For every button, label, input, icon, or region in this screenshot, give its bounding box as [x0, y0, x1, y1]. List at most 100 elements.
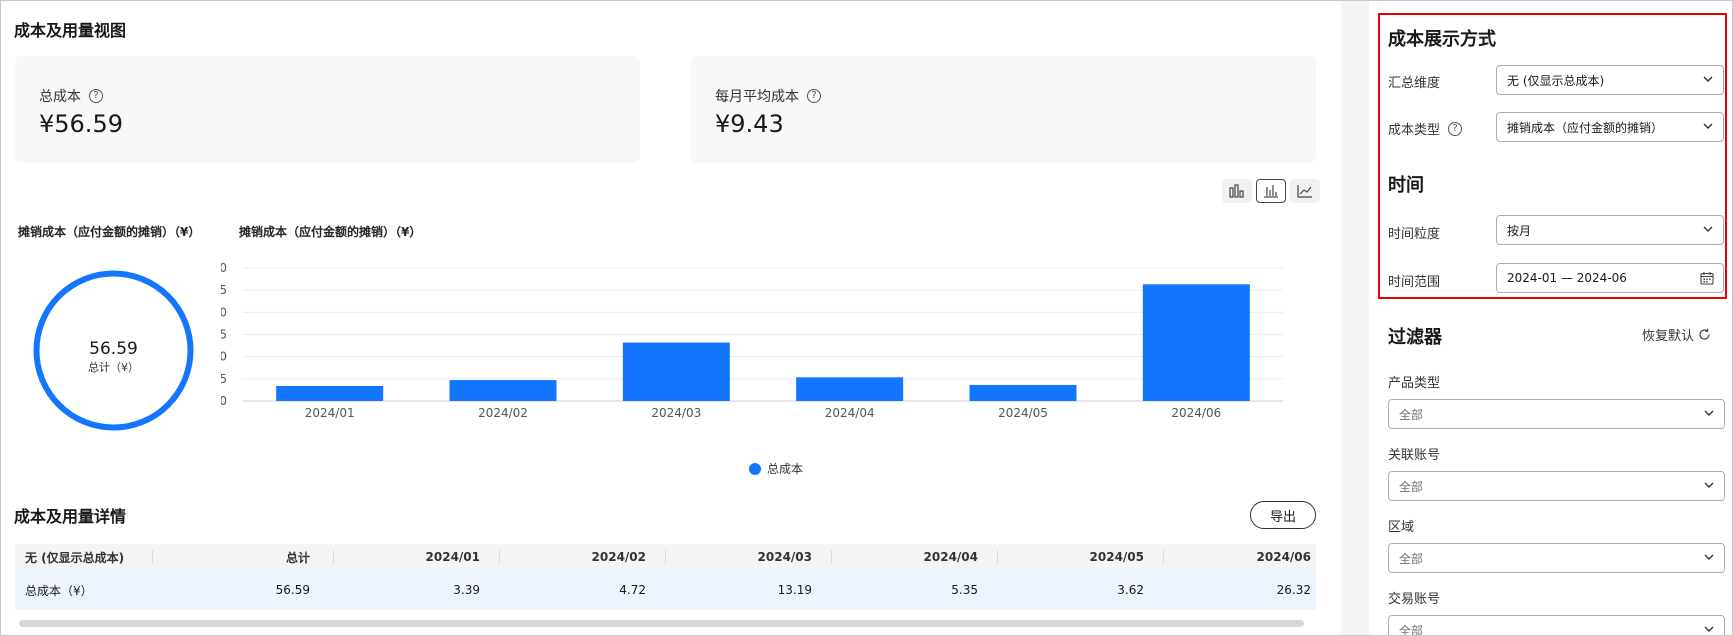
bar — [622, 342, 730, 401]
y-tick-label: 0 — [221, 394, 227, 408]
time-title: 时间 — [1388, 175, 1424, 196]
x-tick-label: 2024/04 — [825, 406, 875, 420]
filter-title: 过滤器 — [1388, 327, 1442, 348]
y-tick-label: 5 — [221, 372, 227, 386]
help-icon[interactable]: ? — [1448, 121, 1463, 136]
overview-title: 成本及用量视图 — [14, 21, 127, 40]
header-dimension: 无 (仅显示总成本) — [25, 550, 125, 565]
monthly-avg-card: 每月平均成本? ¥9.43 — [691, 56, 1316, 163]
cell-total: 56.59 — [275, 583, 310, 597]
cell-value: 4.72 — [619, 583, 646, 597]
total-cost-card: 总成本? ¥56.59 — [15, 56, 640, 163]
cost-type-label-row: 成本类型 ? — [1388, 119, 1463, 138]
table-row: 总成本（¥） 56.59 3.39 4.72 13.19 5.35 3.62 2… — [15, 570, 1316, 610]
header-total: 总计 — [285, 550, 310, 565]
filter-trade-account-select[interactable]: 全部 — [1388, 615, 1725, 636]
refresh-icon — [1699, 328, 1710, 340]
x-tick-label: 2024/02 — [478, 406, 528, 420]
cost-type-select[interactable]: 摊销成本（应付金额的摊销） — [1496, 112, 1724, 142]
y-tick-label: 20 — [221, 305, 227, 319]
chart-view-switch — [1222, 179, 1320, 203]
display-mode-title: 成本展示方式 — [1388, 29, 1496, 50]
reset-default-button[interactable]: 恢复默认 — [1642, 325, 1711, 344]
summary-dimension-label: 汇总维度 — [1388, 76, 1441, 91]
summary-dimension-select[interactable]: 无 (仅显示总成本) — [1496, 65, 1724, 95]
cost-type-label: 成本类型 — [1388, 123, 1441, 138]
chevron-down-icon — [1704, 626, 1714, 632]
filter-product-type-value: 全部 — [1399, 407, 1424, 422]
settings-sidebar — [1369, 1, 1732, 635]
help-icon[interactable]: ? — [89, 89, 103, 103]
header-month: 2024/05 — [1089, 550, 1144, 564]
filter-product-type-select[interactable]: 全部 — [1388, 399, 1725, 429]
chart-legend: 总成本 — [749, 460, 803, 477]
total-cost-value: ¥56.59 — [39, 110, 123, 138]
donut-ring — [33, 270, 194, 431]
chevron-down-icon — [1704, 482, 1714, 488]
chevron-down-icon — [1703, 123, 1713, 129]
details-table: 无 (仅显示总成本) 总计 2024/01 2024/02 2024/03 20… — [15, 544, 1316, 610]
details-title: 成本及用量详情 — [14, 507, 127, 526]
granularity-label: 时间粒度 — [1388, 227, 1441, 242]
x-tick-label: 2024/06 — [1171, 406, 1221, 420]
highlight-box — [1378, 13, 1727, 299]
donut-chart: 56.59 总计（¥） — [33, 270, 194, 431]
bar — [969, 384, 1077, 401]
total-cost-label: 总成本 — [39, 89, 81, 105]
y-tick-label: 10 — [221, 350, 227, 364]
cell-value: 26.32 — [1276, 583, 1311, 597]
main-panel: 成本及用量视图 总成本? ¥56.59 每月平均成本? ¥9.43 摊销成本（应… — [1, 1, 1341, 635]
filter-linked-account-select[interactable]: 全部 — [1388, 471, 1725, 501]
filter-trade-account-label: 交易账号 — [1388, 592, 1441, 607]
chevron-down-icon — [1703, 226, 1713, 232]
summary-dimension-value: 无 (仅显示总成本) — [1507, 73, 1605, 88]
filter-trade-account-value: 全部 — [1399, 623, 1424, 636]
filter-region-label: 区域 — [1388, 520, 1415, 535]
line-icon[interactable] — [1290, 179, 1320, 203]
filter-linked-account-value: 全部 — [1399, 479, 1424, 494]
filter-region-value: 全部 — [1399, 551, 1424, 566]
bar — [276, 385, 384, 401]
cell-value: 13.19 — [777, 583, 812, 597]
header-month: 2024/06 — [1256, 550, 1311, 564]
bar — [1142, 284, 1250, 401]
reset-default-label: 恢复默认 — [1642, 329, 1695, 344]
cell-value: 5.35 — [951, 583, 978, 597]
export-button[interactable]: 导出 — [1250, 501, 1316, 529]
y-tick-label: 15 — [221, 328, 227, 342]
header-month: 2024/04 — [923, 550, 978, 564]
y-tick-label: 30 — [221, 261, 227, 275]
cell-value: 3.62 — [1117, 583, 1144, 597]
header-month: 2024/01 — [425, 550, 480, 564]
calendar-icon — [1700, 272, 1714, 285]
donut-caption: 总计（¥） — [88, 360, 139, 374]
donut-label: 摊销成本（应付金额的摊销）（¥） — [18, 225, 201, 239]
x-tick-label: 2024/05 — [998, 406, 1048, 420]
help-icon[interactable]: ? — [807, 89, 821, 103]
header-month: 2024/03 — [757, 550, 812, 564]
cost-type-value: 摊销成本（应付金额的摊销） — [1507, 120, 1664, 135]
time-range-picker[interactable]: 2024-01 — 2024-06 — [1496, 263, 1724, 293]
legend-label[interactable]: 总成本 — [767, 462, 804, 476]
time-range-value: 2024-01 — 2024-06 — [1507, 271, 1627, 285]
bar — [449, 380, 557, 401]
filter-product-type-label: 产品类型 — [1388, 376, 1441, 391]
x-tick-label: 2024/01 — [305, 406, 355, 420]
bar-icon[interactable] — [1256, 179, 1286, 203]
header-month: 2024/02 — [591, 550, 646, 564]
donut-value: 56.59 — [89, 339, 138, 359]
filter-linked-account-label: 关联账号 — [1388, 448, 1441, 463]
grouped-bar-icon[interactable] — [1222, 179, 1252, 203]
time-range-label: 时间范围 — [1388, 275, 1441, 290]
filter-region-select[interactable]: 全部 — [1388, 543, 1725, 573]
table-header: 无 (仅显示总成本) 总计 2024/01 2024/02 2024/03 20… — [15, 544, 1316, 570]
cell-value: 3.39 — [453, 583, 480, 597]
legend-swatch — [749, 462, 761, 475]
row-label: 总成本（¥） — [25, 583, 93, 598]
granularity-value: 按月 — [1507, 223, 1532, 238]
horizontal-scrollbar[interactable] — [19, 620, 1304, 627]
monthly-avg-label: 每月平均成本 — [715, 89, 799, 105]
bar-chart-label: 摊销成本（应付金额的摊销）（¥） — [239, 225, 422, 239]
granularity-select[interactable]: 按月 — [1496, 215, 1724, 245]
